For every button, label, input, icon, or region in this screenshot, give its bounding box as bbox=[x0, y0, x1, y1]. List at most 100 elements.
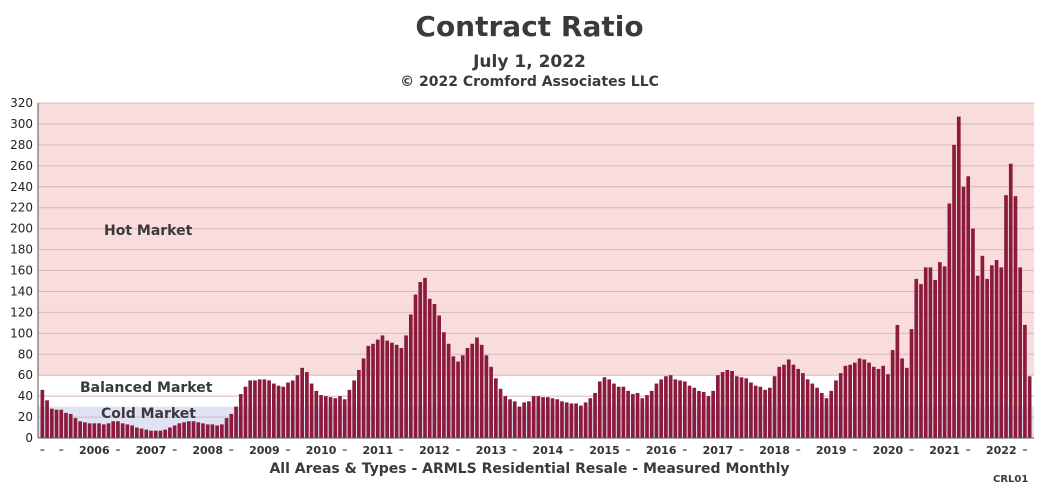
y-tick-label: 20 bbox=[18, 410, 33, 424]
bar bbox=[413, 294, 418, 438]
bar bbox=[418, 282, 423, 438]
bar bbox=[815, 387, 819, 438]
bar bbox=[238, 394, 243, 438]
bar bbox=[73, 418, 78, 438]
bar bbox=[394, 344, 399, 438]
zone-backgrounds bbox=[38, 103, 1034, 438]
bar bbox=[607, 379, 612, 439]
bar bbox=[281, 386, 286, 438]
bar bbox=[139, 428, 144, 438]
bar bbox=[938, 262, 942, 439]
y-tick-label: 240 bbox=[10, 180, 33, 194]
bar bbox=[734, 376, 739, 438]
bar bbox=[904, 367, 909, 438]
x-tick-label: 2020 bbox=[873, 444, 904, 457]
chart-code: CRL01 bbox=[993, 474, 1029, 485]
tick-labels: 0 20 40 60 80 100 120 140 160 180 200 220 240 260 280 3… bbox=[10, 96, 1027, 457]
bar bbox=[952, 144, 956, 439]
bar bbox=[616, 386, 621, 438]
bar bbox=[744, 378, 749, 438]
bar bbox=[801, 373, 805, 438]
bar bbox=[243, 386, 248, 438]
bar bbox=[498, 388, 503, 438]
bar bbox=[215, 425, 219, 438]
y-tick-label: 180 bbox=[10, 243, 33, 257]
bar bbox=[772, 376, 777, 438]
y-tick-label: 40 bbox=[18, 389, 33, 403]
bar bbox=[357, 369, 361, 438]
bar bbox=[120, 423, 125, 438]
bar bbox=[87, 423, 92, 438]
bar bbox=[560, 401, 564, 438]
bar bbox=[92, 423, 97, 438]
zone-label-hot: Hot Market bbox=[104, 223, 193, 239]
bar bbox=[886, 374, 890, 438]
bar bbox=[682, 381, 687, 438]
zone-label-cold: Cold Market bbox=[101, 406, 196, 422]
x-tick-label: 2007 bbox=[136, 444, 167, 457]
bar bbox=[149, 430, 153, 438]
bar bbox=[323, 396, 328, 439]
bar bbox=[767, 387, 772, 438]
bar bbox=[475, 337, 479, 438]
bar bbox=[408, 314, 413, 438]
bar bbox=[300, 367, 305, 438]
bar bbox=[125, 424, 130, 438]
bar bbox=[985, 278, 989, 439]
bar bbox=[494, 378, 498, 438]
x-tick-label: 2011 bbox=[362, 444, 393, 457]
bar bbox=[347, 389, 352, 438]
bar bbox=[375, 339, 380, 438]
bar bbox=[191, 421, 196, 438]
bar bbox=[796, 368, 801, 438]
bar bbox=[602, 377, 607, 438]
x-tick-label: 2013 bbox=[476, 444, 507, 457]
bar bbox=[668, 375, 673, 438]
x-tick-label: 2014 bbox=[532, 444, 563, 457]
bar bbox=[201, 423, 205, 438]
bar bbox=[276, 385, 281, 438]
bar bbox=[427, 298, 432, 438]
bar bbox=[257, 379, 262, 439]
y-tick-label: 140 bbox=[10, 284, 33, 298]
bar bbox=[205, 424, 210, 438]
bar bbox=[342, 399, 347, 438]
bar bbox=[853, 362, 857, 439]
bar bbox=[763, 389, 767, 438]
bar bbox=[791, 364, 796, 438]
bar bbox=[116, 421, 120, 438]
bar bbox=[328, 397, 333, 438]
bar bbox=[739, 377, 744, 438]
y-tick-label: 260 bbox=[10, 159, 33, 173]
bar bbox=[810, 383, 815, 438]
bar bbox=[678, 380, 682, 438]
bar bbox=[371, 343, 375, 438]
y-tick-label: 120 bbox=[10, 305, 33, 319]
x-tick-label: 2008 bbox=[192, 444, 223, 457]
bar bbox=[172, 425, 177, 438]
bar bbox=[876, 368, 881, 438]
bar bbox=[829, 390, 834, 438]
bar bbox=[182, 422, 186, 438]
bar bbox=[460, 355, 465, 438]
bar bbox=[555, 399, 560, 438]
bar bbox=[621, 386, 626, 438]
y-tick-label: 80 bbox=[18, 347, 33, 361]
bar bbox=[664, 376, 668, 438]
bar bbox=[220, 424, 224, 438]
bar bbox=[196, 422, 201, 438]
bar bbox=[583, 402, 588, 438]
bar bbox=[838, 373, 843, 438]
bar bbox=[716, 375, 720, 438]
y-tick-label: 60 bbox=[18, 368, 33, 382]
chart-title: Contract Ratio bbox=[415, 10, 644, 43]
bar bbox=[531, 396, 536, 439]
bar bbox=[352, 380, 356, 438]
bar bbox=[465, 347, 470, 438]
bar bbox=[68, 413, 73, 438]
bar bbox=[994, 260, 999, 438]
bar bbox=[597, 381, 602, 438]
bar bbox=[224, 418, 229, 438]
